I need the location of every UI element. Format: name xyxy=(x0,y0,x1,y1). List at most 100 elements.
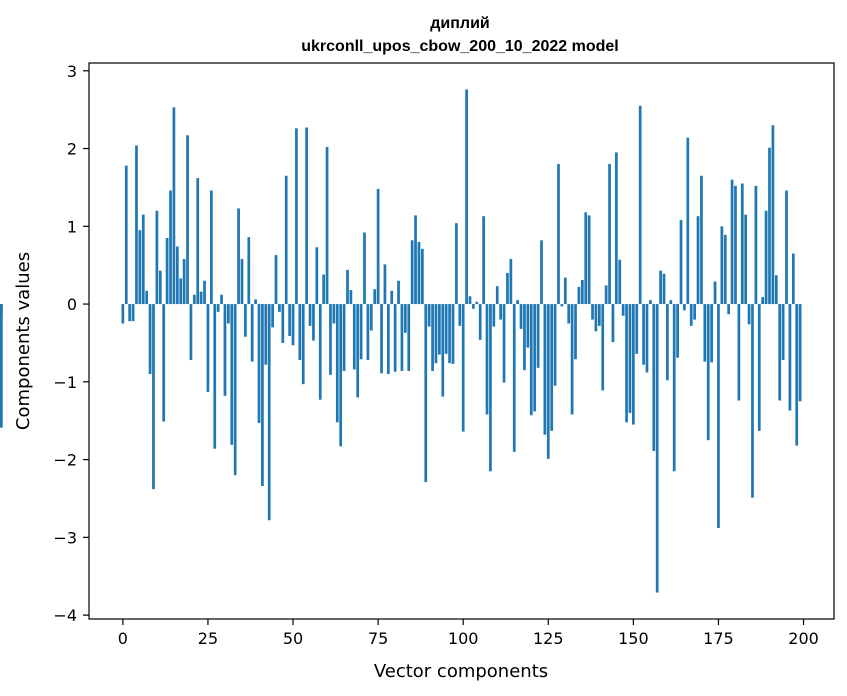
bar xyxy=(179,278,183,305)
bar xyxy=(492,304,496,327)
bar xyxy=(199,291,203,305)
bar xyxy=(393,304,397,372)
bar xyxy=(414,215,417,305)
bar xyxy=(376,188,380,305)
bar xyxy=(349,290,353,305)
bar xyxy=(322,274,326,305)
bar xyxy=(771,125,775,305)
bar xyxy=(472,304,475,309)
bar xyxy=(438,304,441,355)
bar xyxy=(672,304,676,472)
bar xyxy=(417,241,421,305)
bar xyxy=(747,304,751,325)
chart-subtitle: ukrconll_upos_cbow_200_10_2022 model xyxy=(301,38,618,55)
bar xyxy=(407,304,411,371)
bar xyxy=(689,304,693,326)
bar xyxy=(751,304,754,498)
bar xyxy=(638,105,642,305)
bar xyxy=(461,304,465,432)
bar xyxy=(723,234,727,305)
bar xyxy=(240,258,244,305)
bar xyxy=(124,165,128,305)
bar xyxy=(169,190,172,305)
bar xyxy=(791,253,795,305)
bar xyxy=(611,304,615,343)
bar xyxy=(618,259,622,305)
bar xyxy=(152,304,155,490)
bar xyxy=(798,304,802,402)
bar xyxy=(533,304,537,412)
y-tick-label: −1 xyxy=(53,373,77,392)
bar xyxy=(448,304,451,364)
bar xyxy=(203,280,206,305)
bar xyxy=(597,304,601,326)
x-tick-label: 200 xyxy=(788,629,819,648)
bar xyxy=(0,304,3,315)
x-tick-label: 0 xyxy=(118,629,128,648)
bar xyxy=(308,304,312,326)
bar xyxy=(346,269,349,305)
bar xyxy=(237,208,240,305)
bar xyxy=(652,304,656,452)
bar xyxy=(186,135,189,305)
bar xyxy=(329,304,332,375)
bar xyxy=(608,164,611,305)
bar xyxy=(373,289,377,305)
bar xyxy=(628,304,632,413)
bar xyxy=(587,215,591,305)
bar xyxy=(227,304,230,324)
y-tick-label: −3 xyxy=(53,528,77,547)
bar xyxy=(526,304,530,348)
x-axis-label: Vector components xyxy=(374,661,548,682)
bar xyxy=(424,304,428,483)
bar xyxy=(0,304,3,428)
bar xyxy=(710,304,714,363)
bar xyxy=(250,304,254,362)
bar xyxy=(434,304,438,364)
bar xyxy=(655,304,659,593)
bar xyxy=(686,137,690,305)
bar xyxy=(761,297,765,305)
bar xyxy=(519,304,523,329)
bar xyxy=(509,258,513,305)
x-axis-ticks: 0 25 50 75 100 125 150 175 200 xyxy=(118,619,819,648)
bar xyxy=(632,304,635,425)
bar xyxy=(512,304,516,452)
bar xyxy=(267,304,271,521)
bar xyxy=(696,216,700,305)
bar xyxy=(737,304,741,401)
x-tick-label: 75 xyxy=(368,629,388,648)
bar xyxy=(740,183,744,305)
bar xyxy=(553,304,557,386)
bar xyxy=(233,304,237,476)
y-axis-ticks: −4 −3 −2 −1 0 1 2 3 xyxy=(53,62,89,625)
bar xyxy=(744,214,748,305)
bar xyxy=(754,185,758,305)
bar xyxy=(380,304,383,374)
bar xyxy=(342,304,346,371)
bar xyxy=(580,279,584,305)
bar xyxy=(213,304,217,449)
bar xyxy=(465,89,468,305)
x-tick-label: 50 xyxy=(283,629,303,648)
bar xyxy=(339,304,343,447)
bar xyxy=(563,277,567,305)
bar xyxy=(305,127,308,305)
bar xyxy=(574,304,577,360)
bar xyxy=(421,248,424,305)
bar xyxy=(734,185,737,305)
bar xyxy=(601,304,605,391)
bar xyxy=(768,147,771,305)
bar xyxy=(649,300,652,305)
bar xyxy=(764,210,768,305)
bar xyxy=(523,304,526,371)
bar xyxy=(645,304,649,373)
bars-group xyxy=(0,89,802,593)
bar xyxy=(121,304,125,324)
bar xyxy=(482,216,485,305)
bar xyxy=(325,146,329,305)
bar xyxy=(635,304,639,354)
y-tick-label: 3 xyxy=(67,62,77,81)
x-tick-label: 100 xyxy=(448,629,479,648)
bar xyxy=(318,304,322,400)
